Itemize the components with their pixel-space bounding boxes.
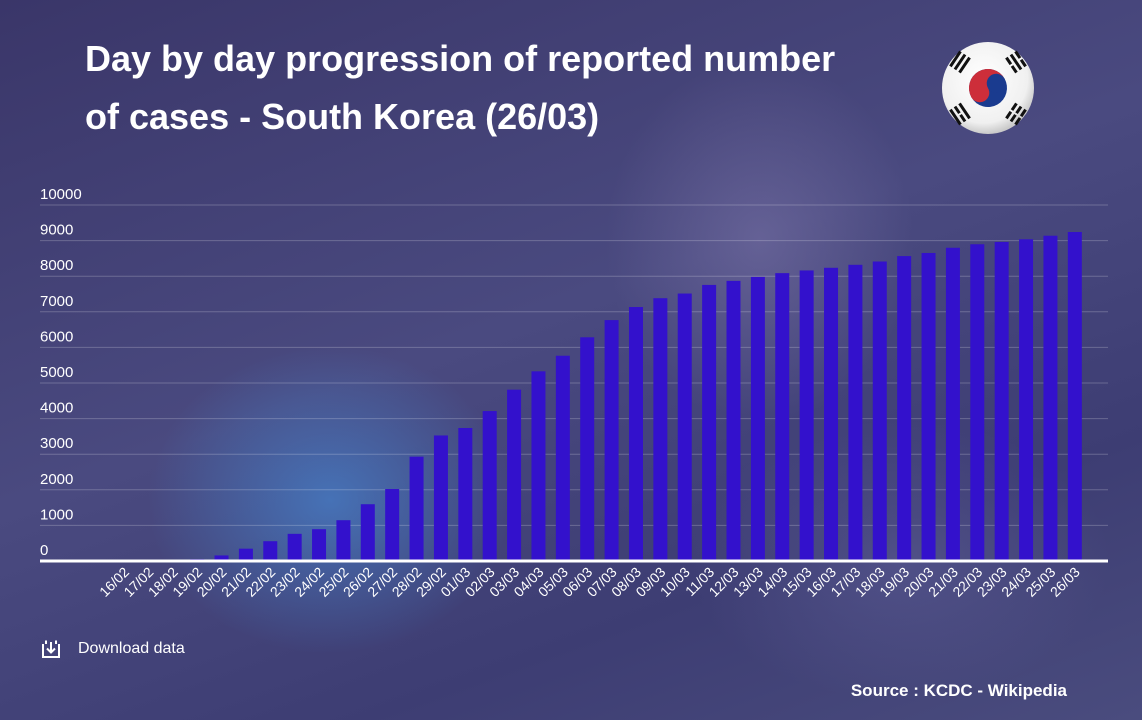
bar	[287, 533, 302, 561]
bar	[1019, 239, 1034, 561]
bar-chart: 0 1000 2000 3000 4000 5000 6000 7000 8000 9000 100…	[40, 186, 1108, 600]
y-tick-label: 10000	[40, 186, 82, 203]
bar	[824, 267, 839, 561]
south-korea-flag-icon	[942, 42, 1034, 134]
bar	[897, 256, 912, 561]
bar	[994, 241, 1009, 561]
bar	[580, 337, 595, 561]
bar	[531, 371, 546, 561]
y-tick-label: 6000	[40, 328, 73, 345]
bar	[482, 411, 497, 561]
bar	[312, 529, 327, 561]
bar	[507, 389, 522, 561]
y-axis-ticks: 0 1000 2000 3000 4000 5000 6000 7000 8000 9000 100…	[40, 186, 82, 559]
chart-title: Day by day progression of reported numbe…	[85, 38, 836, 137]
y-tick-label: 8000	[40, 257, 73, 274]
y-tick-label: 4000	[40, 400, 73, 417]
bar	[628, 307, 643, 561]
y-tick-label: 5000	[40, 364, 73, 381]
y-tick-label: 7000	[40, 293, 73, 310]
bar	[336, 520, 351, 561]
x-axis-ticks: 16/0217/0218/0219/0220/0221/0222/0223/02…	[96, 564, 1083, 600]
bar	[775, 273, 790, 561]
bar	[1067, 232, 1082, 562]
bar	[726, 280, 741, 561]
bar	[555, 355, 570, 561]
y-tick-label: 9000	[40, 222, 73, 239]
bar	[750, 276, 765, 561]
bar	[263, 541, 278, 561]
bar	[799, 270, 814, 561]
bar	[604, 320, 619, 561]
bar	[872, 261, 887, 561]
download-label: Download data	[78, 640, 185, 657]
y-tick-label: 3000	[40, 435, 73, 452]
bars	[117, 232, 1082, 562]
bar	[409, 456, 424, 561]
source-credit: Source : KCDC - Wikipedia	[850, 681, 1067, 700]
bar	[360, 504, 375, 561]
bar	[677, 293, 692, 561]
bar	[1043, 235, 1058, 562]
bar	[702, 284, 717, 561]
download-data-button[interactable]: Download data	[40, 638, 185, 660]
bar	[848, 264, 863, 561]
y-tick-label: 1000	[40, 506, 73, 523]
y-tick-label: 0	[40, 542, 48, 559]
bar	[970, 244, 985, 562]
bar	[385, 489, 400, 561]
bar	[238, 548, 253, 561]
bar	[921, 252, 936, 561]
bar	[433, 435, 448, 561]
bar	[653, 298, 668, 561]
y-tick-label: 2000	[40, 471, 73, 488]
bar	[458, 427, 473, 561]
bar	[214, 555, 229, 561]
bar	[945, 247, 960, 561]
download-icon	[42, 640, 60, 658]
